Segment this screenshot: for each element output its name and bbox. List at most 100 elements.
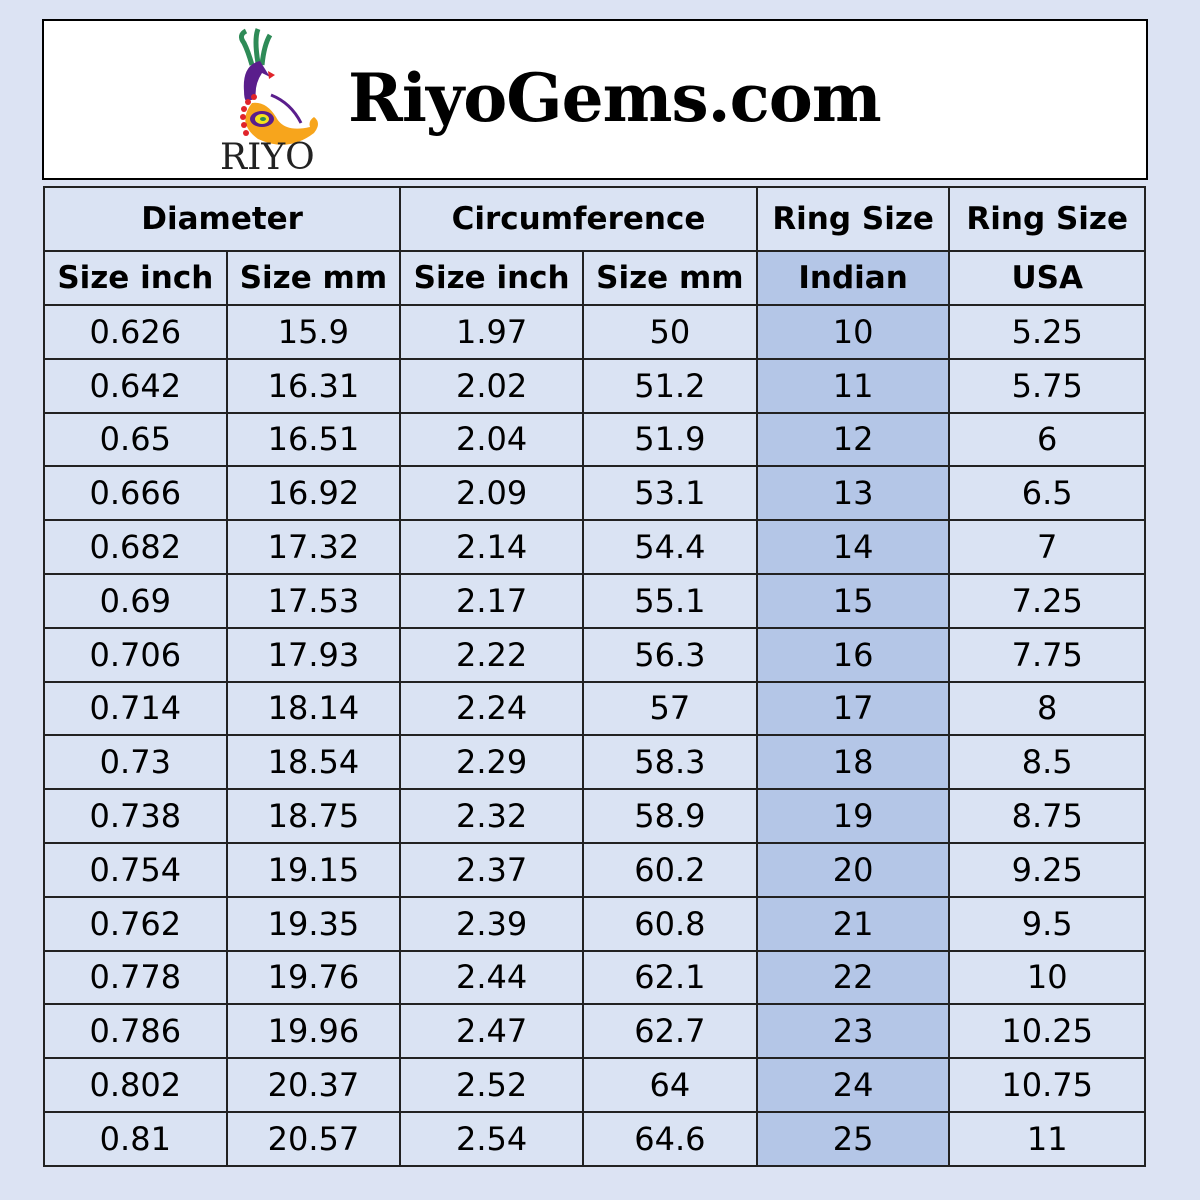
subheader-diameter-mm: Size mm bbox=[225, 250, 402, 306]
cell-diameter-inch: 0.69 bbox=[43, 572, 228, 629]
cell-circumference-inch: 2.04 bbox=[399, 411, 584, 468]
table-row: 0.714 18.14 2.24 57 17 8 bbox=[43, 680, 1146, 737]
cell-circumference-mm: 62.7 bbox=[582, 1003, 758, 1060]
table-row: 0.642 16.31 2.02 51.2 11 5.75 bbox=[43, 357, 1146, 414]
cell-indian-size: 18 bbox=[755, 734, 951, 791]
cell-usa-size: 10 bbox=[948, 949, 1146, 1006]
cell-circumference-mm: 54.4 bbox=[582, 519, 758, 575]
cell-circumference-inch: 2.52 bbox=[399, 1057, 584, 1113]
cell-diameter-mm: 18.14 bbox=[225, 680, 402, 737]
cell-circumference-inch: 2.37 bbox=[399, 841, 584, 898]
cell-indian-size: 21 bbox=[755, 895, 951, 952]
cell-circumference-mm: 64.6 bbox=[582, 1110, 758, 1167]
cell-diameter-mm: 16.31 bbox=[225, 357, 402, 414]
cell-indian-size: 10 bbox=[755, 304, 951, 360]
cell-usa-size: 9.25 bbox=[948, 841, 1146, 898]
cell-indian-size: 16 bbox=[755, 626, 951, 683]
cell-circumference-mm: 53.1 bbox=[582, 465, 758, 522]
cell-indian-size: 17 bbox=[755, 680, 951, 737]
sub-header-row: Size inch Size mm Size inch Size mm Indi… bbox=[43, 250, 1146, 306]
cell-indian-size: 25 bbox=[755, 1110, 951, 1167]
cell-circumference-mm: 58.9 bbox=[582, 788, 758, 844]
header-ring-size-usa: Ring Size bbox=[948, 186, 1146, 252]
cell-diameter-inch: 0.642 bbox=[43, 357, 228, 414]
cell-indian-size: 12 bbox=[755, 411, 951, 468]
cell-diameter-mm: 19.76 bbox=[225, 949, 402, 1006]
cell-indian-size: 13 bbox=[755, 465, 951, 522]
cell-circumference-inch: 2.09 bbox=[399, 465, 584, 522]
cell-circumference-inch: 2.32 bbox=[399, 788, 584, 844]
cell-diameter-inch: 0.802 bbox=[43, 1057, 228, 1113]
cell-usa-size: 10.25 bbox=[948, 1003, 1146, 1060]
cell-diameter-inch: 0.706 bbox=[43, 626, 228, 683]
cell-indian-size: 24 bbox=[755, 1057, 951, 1113]
cell-circumference-mm: 51.2 bbox=[582, 357, 758, 414]
cell-usa-size: 5.25 bbox=[948, 304, 1146, 360]
cell-diameter-mm: 20.37 bbox=[225, 1057, 402, 1113]
subheader-usa: USA bbox=[948, 250, 1146, 306]
cell-usa-size: 6 bbox=[948, 411, 1146, 468]
cell-diameter-mm: 16.51 bbox=[225, 411, 402, 468]
cell-circumference-inch: 2.02 bbox=[399, 357, 584, 414]
cell-usa-size: 5.75 bbox=[948, 357, 1146, 414]
cell-circumference-inch: 2.54 bbox=[399, 1110, 584, 1167]
cell-indian-size: 11 bbox=[755, 357, 951, 414]
cell-diameter-mm: 17.32 bbox=[225, 519, 402, 575]
cell-diameter-mm: 15.9 bbox=[225, 304, 402, 360]
cell-circumference-inch: 2.29 bbox=[399, 734, 584, 791]
cell-diameter-inch: 0.666 bbox=[43, 465, 228, 522]
subheader-circumference-inch: Size inch bbox=[399, 250, 584, 306]
cell-usa-size: 10.75 bbox=[948, 1057, 1146, 1113]
ring-size-chart: Diameter Circumference Ring Size Ring Si… bbox=[42, 186, 1146, 1167]
header-diameter: Diameter bbox=[42, 186, 402, 252]
table-row: 0.65 16.51 2.04 51.9 12 6 bbox=[43, 411, 1146, 468]
cell-circumference-inch: 2.24 bbox=[399, 680, 584, 737]
cell-diameter-mm: 18.75 bbox=[225, 788, 402, 844]
brand-name: RiyoGems.com bbox=[348, 59, 882, 137]
cell-usa-size: 6.5 bbox=[948, 465, 1146, 522]
cell-indian-size: 20 bbox=[755, 841, 951, 898]
cell-diameter-mm: 16.92 bbox=[225, 465, 402, 522]
cell-circumference-mm: 55.1 bbox=[582, 572, 758, 629]
cell-circumference-mm: 56.3 bbox=[582, 626, 758, 683]
cell-usa-size: 11 bbox=[948, 1110, 1146, 1167]
cell-circumference-mm: 62.1 bbox=[582, 949, 758, 1006]
table-row: 0.81 20.57 2.54 64.6 25 11 bbox=[43, 1110, 1146, 1167]
cell-usa-size: 7 bbox=[948, 519, 1146, 575]
cell-indian-size: 15 bbox=[755, 572, 951, 629]
cell-diameter-inch: 0.682 bbox=[43, 519, 228, 575]
header-circumference: Circumference bbox=[399, 186, 758, 252]
table-row: 0.754 19.15 2.37 60.2 20 9.25 bbox=[43, 841, 1146, 898]
cell-usa-size: 7.25 bbox=[948, 572, 1146, 629]
cell-indian-size: 23 bbox=[755, 1003, 951, 1060]
header-banner: RIYO RiyoGems.com bbox=[42, 19, 1148, 180]
cell-diameter-inch: 0.714 bbox=[43, 680, 228, 737]
svg-text:RIYO: RIYO bbox=[220, 137, 315, 173]
table-row: 0.73 18.54 2.29 58.3 18 8.5 bbox=[43, 734, 1146, 791]
cell-diameter-inch: 0.626 bbox=[43, 304, 228, 360]
cell-diameter-inch: 0.65 bbox=[43, 411, 228, 468]
header-ring-size-indian: Ring Size bbox=[755, 186, 951, 252]
group-header-row: Diameter Circumference Ring Size Ring Si… bbox=[42, 186, 1146, 252]
table-row: 0.762 19.35 2.39 60.8 21 9.5 bbox=[43, 895, 1146, 952]
cell-circumference-mm: 51.9 bbox=[582, 411, 758, 468]
cell-diameter-inch: 0.738 bbox=[43, 788, 228, 844]
cell-diameter-inch: 0.81 bbox=[43, 1110, 228, 1167]
cell-diameter-mm: 19.35 bbox=[225, 895, 402, 952]
cell-usa-size: 7.75 bbox=[948, 626, 1146, 683]
cell-usa-size: 9.5 bbox=[948, 895, 1146, 952]
cell-diameter-mm: 17.53 bbox=[225, 572, 402, 629]
cell-indian-size: 14 bbox=[755, 519, 951, 575]
cell-usa-size: 8.75 bbox=[948, 788, 1146, 844]
table-row: 0.786 19.96 2.47 62.7 23 10.25 bbox=[43, 1003, 1146, 1060]
cell-circumference-mm: 50 bbox=[582, 304, 758, 360]
table-row: 0.666 16.92 2.09 53.1 13 6.5 bbox=[43, 465, 1146, 522]
riyo-peacock-logo: RIYO bbox=[216, 23, 336, 178]
table-row: 0.738 18.75 2.32 58.9 19 8.75 bbox=[43, 788, 1146, 844]
subheader-circumference-mm: Size mm bbox=[582, 250, 758, 306]
cell-indian-size: 22 bbox=[755, 949, 951, 1006]
cell-indian-size: 19 bbox=[755, 788, 951, 844]
cell-diameter-mm: 18.54 bbox=[225, 734, 402, 791]
cell-diameter-mm: 20.57 bbox=[225, 1110, 402, 1167]
table-row: 0.626 15.9 1.97 50 10 5.25 bbox=[43, 304, 1146, 360]
